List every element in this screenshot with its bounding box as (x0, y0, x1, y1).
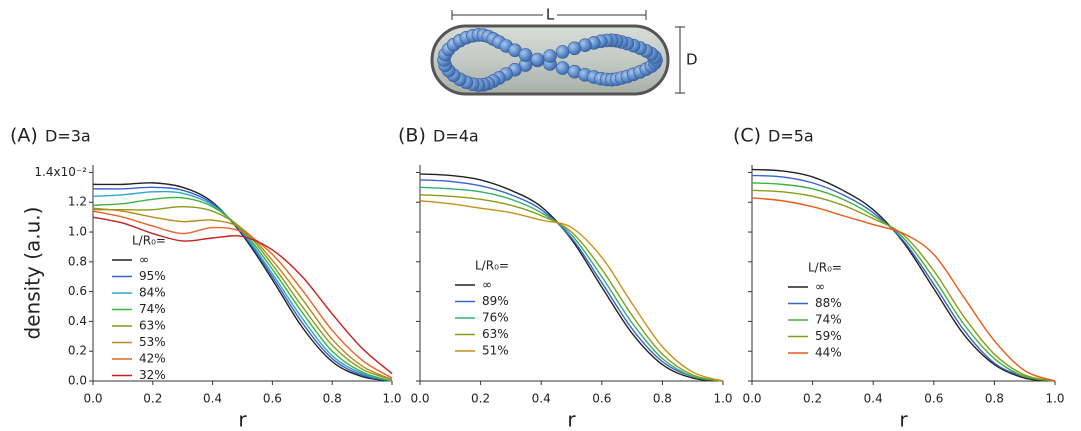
x-tick-label: 0.4 (203, 392, 222, 406)
legend-label: ∞ (139, 253, 149, 267)
legend-label: 63% (139, 319, 166, 333)
legend-label: 53% (139, 335, 166, 349)
legend-title: L/R₀= (132, 234, 166, 248)
capsule-diagram: L D (430, 5, 698, 96)
bead (543, 49, 557, 63)
bead (555, 61, 570, 75)
x-tick-label: 0.6 (924, 392, 943, 406)
length-label: L (546, 6, 555, 24)
legend-label: 84% (139, 286, 166, 300)
legend-label: 89% (482, 294, 509, 308)
x-axis-label: r (567, 408, 576, 431)
x-axis-label: r (238, 408, 247, 431)
x-tick-label: 1.0 (1045, 392, 1064, 406)
series-line (419, 179, 724, 382)
y-tick-label: 1.2 (68, 195, 87, 209)
y-tick-label: 0.4 (68, 314, 87, 328)
y-tick-label: 0.6 (68, 284, 87, 298)
series-line (419, 186, 724, 382)
series-line (419, 200, 724, 382)
bead (530, 52, 545, 67)
series-line (751, 189, 1056, 382)
legend-label: 74% (139, 302, 166, 316)
bead (555, 45, 570, 59)
x-tick-label: 0.2 (803, 392, 822, 406)
legend-label: 32% (139, 368, 166, 382)
y-axis-label: density (a.u.) (21, 207, 45, 340)
series-line (92, 216, 393, 375)
legend-label: ∞ (815, 280, 825, 294)
x-axis-label: r (899, 408, 908, 431)
x-tick-label: 0.4 (864, 392, 883, 406)
legend-label: 76% (482, 311, 509, 325)
y-tick-label: 1.4x10⁻² (34, 165, 87, 179)
legend-label: 63% (482, 327, 509, 341)
legend-label: ∞ (482, 278, 492, 292)
series-line (751, 182, 1056, 382)
x-tick-label: 0.6 (263, 392, 282, 406)
panel-label: (B) (398, 125, 426, 147)
panel-label: (C) (733, 125, 761, 147)
x-tick-label: 0.8 (653, 392, 672, 406)
x-tick-label: 0.6 (592, 392, 611, 406)
series-line (92, 196, 393, 382)
x-tick-label: 0.8 (323, 392, 342, 406)
series-line (92, 210, 393, 379)
y-tick-label: 1.0 (68, 225, 87, 239)
x-tick-label: 0.2 (143, 392, 162, 406)
series-line (92, 207, 393, 381)
series-line (751, 174, 1056, 382)
series-line (92, 186, 393, 382)
legend-label: 42% (139, 352, 166, 366)
x-tick-label: 1.0 (713, 392, 732, 406)
legend-title: L/R₀= (475, 259, 509, 273)
panel-title: D=3a (45, 127, 91, 146)
series-line (92, 190, 393, 382)
x-tick-label: 0.8 (985, 392, 1004, 406)
x-tick-label: 0.0 (83, 392, 102, 406)
diameter-label: D (686, 51, 698, 69)
series-line (751, 197, 1056, 382)
panel-title: D=4a (433, 127, 479, 146)
series-line (419, 194, 724, 382)
y-tick-label: 0.2 (68, 344, 87, 358)
bead (567, 41, 582, 56)
x-tick-label: 0.2 (471, 392, 490, 406)
y-tick-label: 0.0 (68, 374, 87, 388)
legend-label: 95% (139, 269, 166, 283)
legend-title: L/R₀= (808, 261, 842, 275)
legend-label: 88% (815, 296, 842, 310)
legend-label: 74% (815, 313, 842, 327)
series-line (92, 182, 393, 382)
legend-label: 59% (815, 329, 842, 343)
legend-label: 44% (815, 346, 842, 360)
series-line (419, 173, 724, 382)
label-bg (543, 5, 557, 23)
x-tick-label: 0.0 (742, 392, 761, 406)
legend-label: 51% (482, 344, 509, 358)
bead (518, 48, 533, 62)
x-tick-label: 0.4 (532, 392, 551, 406)
panel-title: D=5a (768, 127, 814, 146)
panel-label: (A) (10, 125, 38, 147)
y-tick-label: 0.8 (68, 254, 87, 268)
x-tick-label: 0.0 (410, 392, 429, 406)
x-tick-label: 1.0 (382, 392, 401, 406)
series-line (751, 168, 1056, 382)
